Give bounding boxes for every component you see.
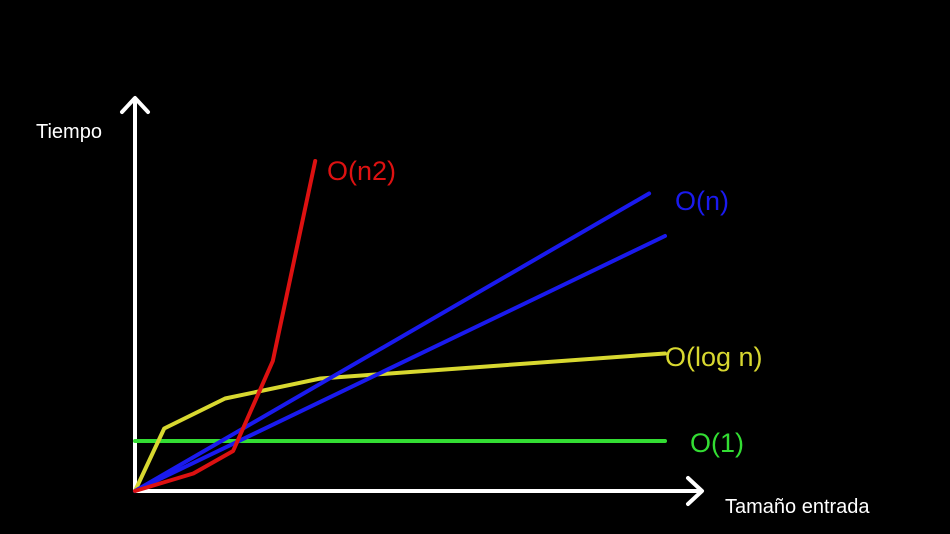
- series-line-o-log-n: [133, 351, 667, 493]
- y-axis-arrow: [120, 96, 150, 114]
- y-axis-label: Tiempo: [36, 121, 102, 143]
- x-axis-arrow: [686, 476, 704, 506]
- series-label-o-n: O(n): [675, 186, 729, 216]
- series-line-o-n: [133, 191, 652, 493]
- series-layer: [133, 159, 667, 493]
- x-axis-label: Tamaño entrada: [725, 496, 870, 518]
- series-line-o-n2: [133, 159, 318, 493]
- axes: [120, 96, 704, 506]
- series-line-unnamed-3: [133, 234, 667, 493]
- series-label-o-n2: O(n2): [327, 156, 396, 186]
- labels-layer: O(1) O(log n) O(n) O(n2): [327, 156, 763, 458]
- series-label-o-log-n: O(log n): [665, 342, 763, 372]
- series-label-o-1: O(1): [690, 428, 744, 458]
